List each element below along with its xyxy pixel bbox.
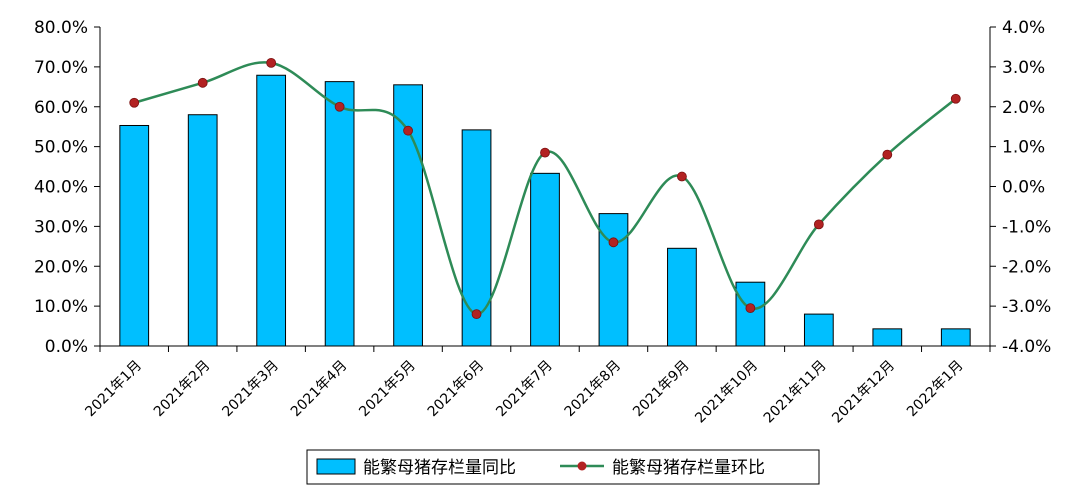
x-tick-label: 2021年2月: [151, 358, 214, 421]
x-tick-label: 2022年1月: [904, 358, 967, 421]
x-tick-label: 2021年6月: [425, 358, 488, 421]
right-tick-label: 2.0%: [1002, 98, 1045, 118]
right-tick-label: 1.0%: [1002, 138, 1045, 158]
legend: 能繁母猪存栏量同比 能繁母猪存栏量环比: [306, 449, 820, 485]
bar: [187, 114, 218, 347]
right-tick-label: -2.0%: [1002, 257, 1051, 277]
line-marker: [266, 57, 277, 68]
right-y-axis: -4.0% -3.0% -2.0% -1.0% 0.0% 1.0% 2.0% 3.0% 4.0%: [989, 18, 1051, 357]
legend-line-marker: [577, 461, 587, 471]
line-series: [129, 57, 961, 320]
right-tick-label: -1.0%: [1002, 217, 1051, 237]
line-marker: [471, 309, 482, 320]
left-tick-label: 80.0%: [34, 18, 88, 38]
x-tick-label: 2021年7月: [493, 358, 556, 421]
line-marker: [608, 237, 619, 248]
right-tick-label: -4.0%: [1002, 337, 1051, 357]
line-marker: [129, 97, 140, 108]
x-tick-label: 2021年12月: [829, 358, 898, 427]
legend-bar-label: 能繁母猪存栏量同比: [363, 458, 516, 478]
line-marker: [882, 149, 893, 160]
bar: [735, 281, 766, 347]
right-tick-label: 4.0%: [1002, 18, 1045, 38]
line-marker: [745, 303, 756, 314]
bar: [324, 81, 355, 347]
line-marker: [540, 147, 550, 158]
bar: [940, 328, 971, 347]
left-tick-label: 0.0%: [45, 337, 88, 357]
x-axis: 2021年1月 2021年2月 2021年3月 2021年4月 2021年5月 2021年…: [82, 345, 991, 427]
line-marker: [197, 77, 208, 88]
x-tick-label: 2021年1月: [82, 358, 145, 421]
right-tick-label: 0.0%: [1002, 178, 1045, 198]
bar: [393, 84, 423, 347]
bar-series: [119, 74, 971, 347]
left-tick-label: 30.0%: [34, 217, 88, 237]
bar: [803, 313, 834, 347]
bar: [256, 74, 287, 347]
line-marker: [334, 101, 345, 112]
legend-line-label: 能繁母猪存栏量环比: [612, 458, 765, 478]
left-tick-label: 60.0%: [34, 98, 88, 118]
left-tick-label: 70.0%: [34, 58, 88, 78]
right-tick-label: 3.0%: [1002, 58, 1045, 78]
line-marker: [950, 93, 961, 104]
right-tick-label: -3.0%: [1002, 297, 1051, 317]
x-tick-label: 2021年10月: [692, 358, 761, 427]
left-tick-label: 20.0%: [34, 257, 88, 277]
x-tick-label: 2021年8月: [562, 358, 625, 421]
line-marker: [813, 219, 824, 230]
x-tick-label: 2021年9月: [630, 358, 693, 421]
left-tick-label: 40.0%: [34, 178, 88, 198]
bar: [530, 172, 560, 347]
x-tick-label: 2021年4月: [288, 358, 351, 421]
legend-bar-swatch: [316, 458, 356, 475]
left-tick-label: 10.0%: [34, 297, 88, 317]
bar: [872, 328, 903, 347]
bar: [119, 124, 150, 347]
line-marker: [677, 171, 687, 182]
bar: [667, 247, 697, 347]
x-tick-label: 2021年5月: [356, 358, 419, 421]
left-y-axis: 0.0% 10.0% 20.0% 30.0% 40.0% 50.0% 60.0% 70.0% 8…: [34, 18, 101, 357]
left-tick-label: 50.0%: [34, 138, 88, 158]
x-tick-label: 2021年3月: [219, 358, 282, 421]
line-marker: [403, 125, 413, 136]
x-tick-label: 2021年11月: [761, 358, 830, 427]
